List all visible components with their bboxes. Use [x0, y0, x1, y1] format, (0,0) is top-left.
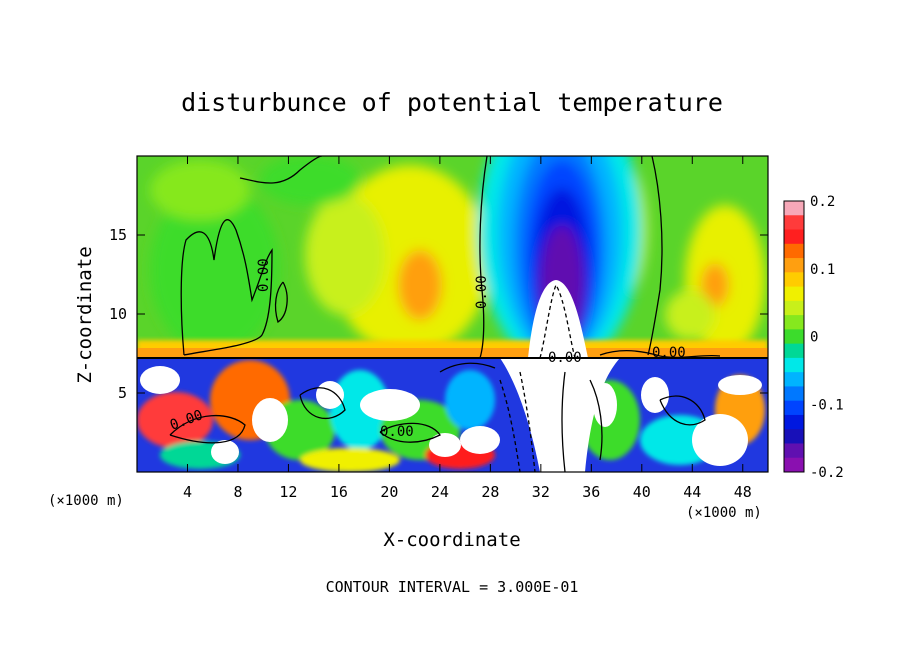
- colorbar-swatch: [784, 215, 804, 231]
- y-axis-label: Z-coordinate: [74, 246, 96, 383]
- x-tick-label: 32: [532, 483, 550, 501]
- plot-area: 0.00 0.00 0.00 0.00 0.00 0.00: [137, 156, 768, 472]
- colorbar: [783, 200, 805, 473]
- colorbar-swatch: [784, 286, 804, 302]
- colorbar-swatch: [784, 457, 804, 473]
- x-tick-label: 40: [633, 483, 651, 501]
- colorbar-swatch: [784, 315, 804, 330]
- colorbar-swatch: [784, 429, 804, 444]
- y-tick-label: 5: [118, 384, 127, 402]
- x-tick-label: 24: [431, 483, 449, 501]
- colorbar-tick-label: -0.2: [810, 465, 844, 481]
- x-axis: 4 8 12 16 20 24 28 32 36 40 44 48: [183, 156, 752, 501]
- contour-label-6: 0.00: [548, 350, 582, 366]
- colorbar-tick-label: 0: [810, 330, 818, 346]
- chart-title: disturbunce of potential temperature: [181, 88, 723, 117]
- contour-label-5: 0.00: [380, 424, 414, 440]
- colorbar-swatch: [784, 357, 804, 373]
- x-tick-label: 4: [183, 483, 192, 501]
- colorbar-labels: 0.2 0.1 0 -0.1 -0.2: [810, 194, 844, 481]
- colorbar-swatch: [784, 272, 804, 288]
- x-tick-label: 28: [481, 483, 499, 501]
- colorbar-swatch: [784, 443, 804, 459]
- x-tick-label: 12: [279, 483, 297, 501]
- colorbar-tick-label: 0.2: [810, 194, 835, 210]
- x-tick-label: 36: [582, 483, 600, 501]
- colorbar-tick-label: -0.1: [810, 397, 844, 413]
- colorbar-frame: [783, 200, 805, 473]
- colorbar-swatch: [784, 343, 804, 359]
- x-tick-label: 8: [233, 483, 242, 501]
- colorbar-swatch: [784, 258, 804, 273]
- colorbar-swatch: [784, 372, 804, 387]
- x-tick-label: 16: [330, 483, 348, 501]
- y-tick-label: 15: [109, 226, 127, 244]
- colorbar-swatch: [784, 400, 804, 416]
- contour-label-3: 0.00: [652, 345, 686, 361]
- x-unit-label: (×1000 m): [686, 505, 762, 521]
- colorbar-swatch: [784, 201, 804, 216]
- colorbar-swatch: [784, 329, 804, 345]
- contour-label-1: 0.00: [256, 258, 272, 292]
- contour-label-2: 0.00: [474, 275, 490, 309]
- colorbar-swatch: [784, 414, 804, 430]
- x-tick-label: 48: [734, 483, 752, 501]
- x-tick-label: 44: [683, 483, 701, 501]
- x-tick-label: 20: [380, 483, 398, 501]
- y-axis: 5 10 15: [109, 226, 768, 402]
- z-unit-label: (×1000 m): [48, 493, 124, 509]
- colorbar-tick-label: 0.1: [810, 262, 835, 278]
- colorbar-swatch: [784, 300, 804, 316]
- colorbar-swatch: [784, 229, 804, 245]
- colorbar-swatch: [784, 243, 804, 259]
- x-axis-label: X-coordinate: [383, 529, 520, 551]
- colorbar-swatch: [784, 386, 804, 402]
- contour-interval: CONTOUR INTERVAL = 3.000E-01: [326, 578, 579, 596]
- y-tick-label: 10: [109, 305, 127, 323]
